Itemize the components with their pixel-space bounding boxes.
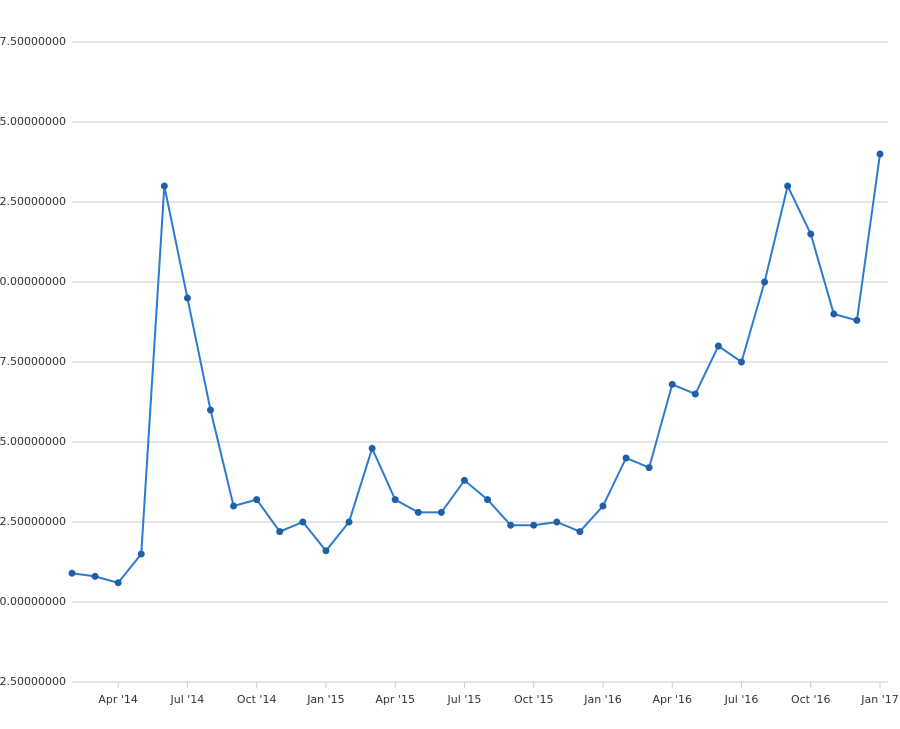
marker <box>507 521 515 529</box>
marker <box>737 358 745 366</box>
marker <box>830 310 838 318</box>
marker <box>414 508 422 516</box>
marker <box>368 444 376 452</box>
x-tick-label: Jan '16 <box>583 693 621 706</box>
y-tick-label: 12.50000000 <box>0 195 66 208</box>
y-tick-label: 10.00000000 <box>0 275 66 288</box>
marker <box>437 508 445 516</box>
x-tick-label: Apr '14 <box>98 693 138 706</box>
marker <box>761 278 769 286</box>
x-tick-label: Jul '16 <box>724 693 759 706</box>
x-tick-label: Oct '15 <box>514 693 554 706</box>
y-tick-label: 2.50000000 <box>0 515 66 528</box>
marker <box>553 518 561 526</box>
marker <box>484 496 492 504</box>
x-tick-label: Apr '15 <box>375 693 415 706</box>
x-tick-label: Oct '14 <box>237 693 277 706</box>
marker <box>91 572 99 580</box>
marker <box>230 502 238 510</box>
marker <box>599 502 607 510</box>
marker <box>345 518 353 526</box>
line <box>71 153 881 584</box>
marker <box>322 547 330 555</box>
marker <box>807 230 815 238</box>
x-tick-label: Apr '16 <box>652 693 692 706</box>
marker <box>530 521 538 529</box>
marker <box>160 182 168 190</box>
marker <box>299 518 307 526</box>
marker <box>784 182 792 190</box>
x-tick-label: Jul '15 <box>447 693 482 706</box>
marker <box>207 406 215 414</box>
marker <box>114 579 122 587</box>
marker <box>276 528 284 536</box>
marker <box>576 528 584 536</box>
y-tick-label: -2.50000000 <box>0 675 66 688</box>
marker <box>691 390 699 398</box>
y-tick-label: 5.00000000 <box>0 435 66 448</box>
y-tick-label: 0.00000000 <box>0 595 66 608</box>
x-tick-label: Oct '16 <box>791 693 831 706</box>
marker <box>853 316 861 324</box>
marker <box>645 464 653 472</box>
x-tick-label: Jan '15 <box>306 693 344 706</box>
y-tick-label: 7.50000000 <box>0 355 66 368</box>
marker <box>876 150 884 158</box>
marker <box>391 496 399 504</box>
x-tick-label: Jul '14 <box>170 693 205 706</box>
y-tick-label: 17.50000000 <box>0 35 66 48</box>
marker <box>253 496 261 504</box>
marker <box>622 454 630 462</box>
marker <box>668 380 676 388</box>
marker <box>460 476 468 484</box>
x-tick-label: Jan '17 <box>860 693 898 706</box>
y-tick-label: 15.00000000 <box>0 115 66 128</box>
marker <box>137 550 145 558</box>
marker <box>68 569 76 577</box>
marker <box>183 294 191 302</box>
marker <box>714 342 722 350</box>
